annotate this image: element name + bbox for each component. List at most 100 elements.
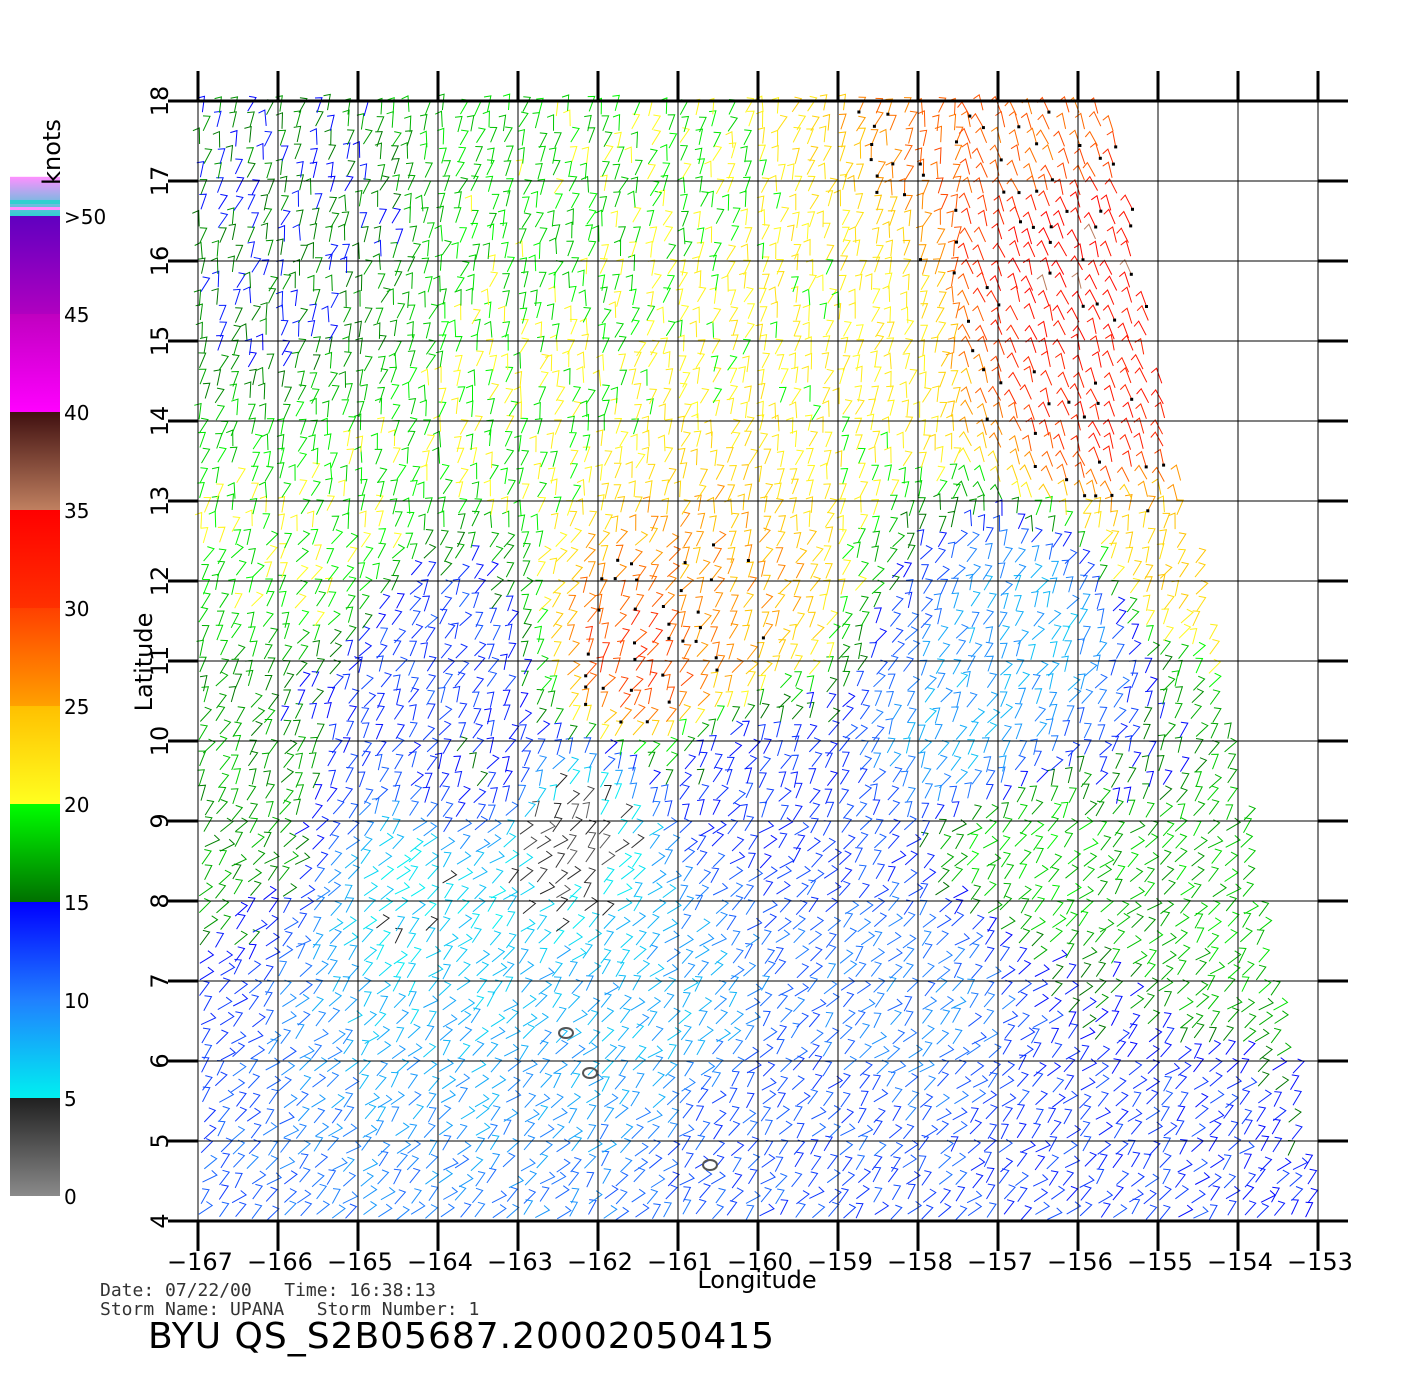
- wind-barb: [716, 705, 725, 721]
- wind-barb: [779, 855, 795, 869]
- wind-barb: [379, 766, 390, 783]
- wind-barb: [1000, 642, 1008, 659]
- wind-barb: [730, 319, 739, 336]
- wind-barb: [311, 388, 320, 404]
- wind-barb: [1191, 1123, 1206, 1137]
- wind-barb: [342, 916, 357, 931]
- wind-barb: [651, 1203, 662, 1219]
- wind-barb: [905, 127, 914, 144]
- wind-barb: [422, 595, 431, 612]
- wind-barb: [359, 212, 368, 228]
- wind-barb: [1084, 800, 1098, 816]
- wind-barb: [514, 370, 523, 388]
- wind-barb: [972, 708, 986, 723]
- wind-barb: [201, 1056, 210, 1073]
- wind-barb: [620, 1157, 633, 1173]
- wind-barb: [458, 1173, 474, 1188]
- x-tick-label: −158: [887, 1248, 953, 1276]
- wind-barb: [279, 1156, 296, 1170]
- wind-barb: [347, 963, 360, 980]
- wind-barb: [641, 415, 650, 433]
- wind-barb: [635, 1072, 645, 1089]
- wind-barb: [348, 416, 357, 432]
- wind-barb: [538, 980, 553, 995]
- wind-barb: [568, 1170, 580, 1186]
- wind-barb: [896, 431, 904, 449]
- wind-barb: [1179, 561, 1190, 578]
- wind-barb: [200, 527, 209, 544]
- wind-barb: [988, 385, 1002, 401]
- rain-flag: [586, 652, 590, 656]
- wind-barb: [859, 1061, 873, 1076]
- wind-barb: [374, 397, 383, 415]
- wind-barb: [351, 242, 360, 260]
- wind-barb: [1058, 147, 1070, 164]
- wind-barb: [678, 594, 687, 611]
- wind-barb: [380, 627, 389, 644]
- wind-barb: [924, 980, 936, 997]
- wind-barb: [989, 144, 1002, 161]
- wind-barb: [1064, 1155, 1081, 1169]
- wind-barb: [309, 397, 317, 415]
- wind-barb: [448, 319, 457, 337]
- wind-barb: [633, 226, 641, 243]
- wind-barb: [987, 450, 1000, 467]
- wind-barb: [1014, 547, 1027, 563]
- wind-barb: [1162, 1168, 1171, 1185]
- wind-barb: [218, 354, 230, 370]
- wind-barb: [1000, 529, 1008, 546]
- wind-barb: [298, 609, 310, 626]
- wind-barb: [646, 706, 659, 723]
- wind-barb: [973, 177, 984, 194]
- wind-barb: [439, 916, 451, 932]
- wind-barb: [203, 1124, 217, 1140]
- wind-barb: [248, 978, 263, 994]
- wind-barb: [679, 934, 694, 949]
- wind-barb: [456, 946, 468, 963]
- wind-barb: [870, 783, 878, 800]
- wind-barb: [457, 885, 470, 901]
- wind-barb: [1208, 1204, 1218, 1220]
- wind-barb: [377, 164, 386, 181]
- wind-barb: [640, 368, 648, 386]
- wind-barb: [218, 977, 231, 993]
- wind-barb: [230, 354, 240, 370]
- wind-barb: [502, 273, 511, 289]
- wind-barb: [1127, 608, 1140, 624]
- wind-barb: [1113, 929, 1126, 945]
- wind-barb: [937, 739, 950, 756]
- wind-barb: [805, 596, 814, 612]
- wind-barb: [1043, 304, 1054, 321]
- wind-barb: [373, 322, 381, 339]
- wind-barb: [428, 1139, 438, 1156]
- wind-barb: [1083, 722, 1092, 739]
- wind-barb: [454, 1185, 467, 1201]
- wind-barb: [268, 816, 280, 833]
- wind-barb: [1068, 687, 1082, 703]
- wind-barb: [874, 628, 888, 644]
- wind-barb: [774, 498, 784, 514]
- wind-barb: [555, 1039, 569, 1055]
- wind-barb: [505, 849, 520, 864]
- wind-barb: [713, 1123, 724, 1140]
- wind-barb: [476, 770, 489, 787]
- wind-barb: [360, 383, 368, 401]
- wind-barb: [843, 991, 855, 1008]
- wind-barb: [841, 434, 850, 451]
- wind-barb: [389, 498, 398, 515]
- wind-barb: [1051, 1093, 1066, 1108]
- wind-barb: [997, 562, 1006, 579]
- wind-barb: [1243, 1153, 1252, 1169]
- wind-barb: [247, 226, 256, 243]
- wind-barb: [935, 177, 944, 194]
- wind-barb: [586, 638, 595, 655]
- wind-barb: [1052, 914, 1067, 928]
- wind-barb: [439, 288, 447, 305]
- wind-barb: [231, 1125, 246, 1141]
- wind-barb: [524, 1092, 537, 1108]
- wind-barb: [245, 669, 254, 687]
- wind-barb: [1091, 350, 1102, 368]
- wind-barb: [359, 510, 367, 528]
- wind-barb: [584, 114, 592, 132]
- wind-barb: [1020, 897, 1030, 914]
